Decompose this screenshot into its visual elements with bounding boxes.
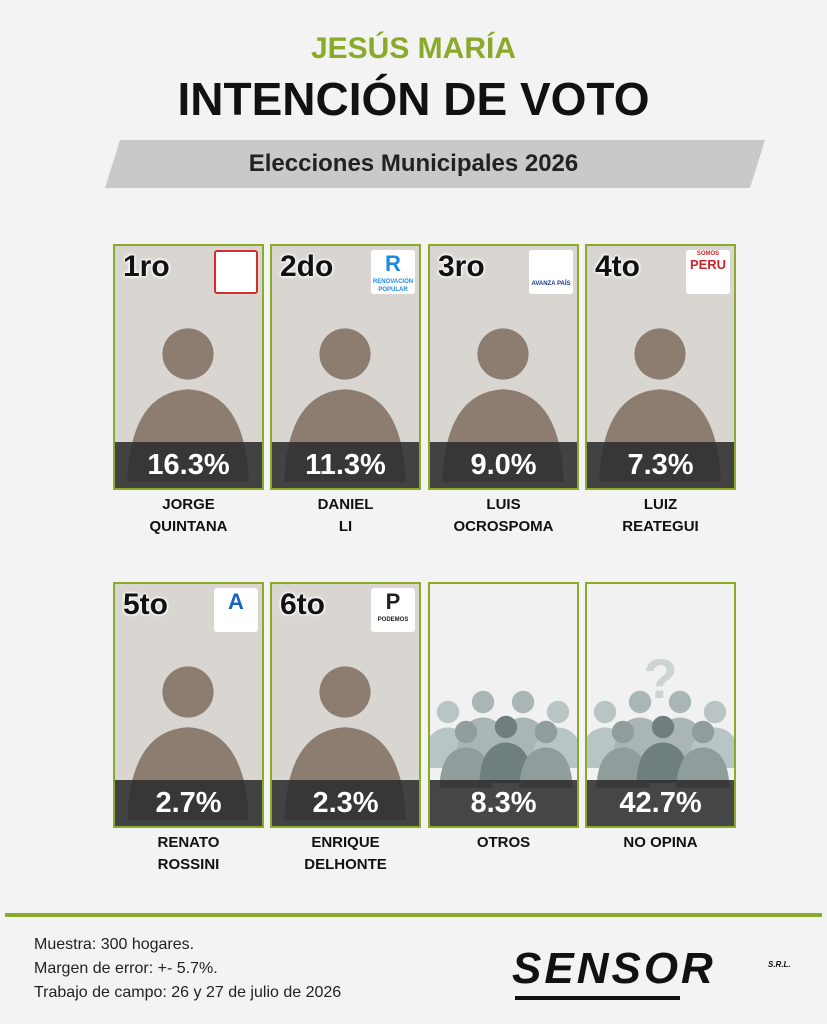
rank: 6to: [280, 588, 325, 621]
question-icon: ?: [643, 647, 678, 710]
logo-text: AVANZA PAÍS: [531, 281, 571, 287]
percent: 2.7%: [115, 780, 262, 826]
candidate-card: ? 42.7%: [585, 582, 736, 828]
banner-shape: [105, 140, 765, 188]
candidate-name: ENRIQUE: [311, 834, 380, 851]
party-logo: [214, 250, 258, 294]
silhouette: [596, 720, 650, 788]
footer-line: Margen de error: +- 5.7%.: [34, 960, 218, 977]
percent: 7.3%: [587, 442, 734, 488]
logo-text: PODEMOS: [377, 617, 409, 623]
silhouette: [439, 720, 493, 788]
percent: 9.0%: [430, 442, 577, 488]
silhouette: [479, 715, 533, 783]
candidate-card: 5to A 2.7%: [113, 582, 264, 828]
candidate-name: RENATO: [157, 834, 220, 851]
rank: 2do: [280, 250, 334, 283]
candidate-card: 3ro AVANZA PAÍS 9.0%: [428, 244, 579, 490]
brand: SENSOR: [512, 944, 716, 993]
candidate-name: NO OPINA: [623, 834, 698, 851]
logo-text: R: [385, 251, 401, 276]
brand-underline: [515, 996, 680, 1000]
candidate-name: DANIEL: [317, 496, 374, 513]
candidate-name: DELHONTE: [304, 856, 387, 873]
percent: 11.3%: [272, 442, 419, 488]
candidate-card: 1ro 16.3%: [113, 244, 264, 490]
logo-text: A: [228, 589, 244, 614]
logo-text: RENOVACIÓN POPULAR: [372, 279, 414, 293]
title: JESÚS MARÍA: [310, 32, 517, 65]
subtitle: INTENCIÓN DE VOTO: [177, 73, 650, 125]
footer-line: Trabajo de campo: 26 y 27 de julio de 20…: [34, 984, 342, 1001]
footer-line: Muestra: 300 hogares.: [34, 936, 195, 953]
silhouette: [636, 715, 690, 783]
candidate-card: 4to SOMOS PERU 7.3%: [585, 244, 736, 490]
candidate-name: LUIS: [486, 496, 521, 513]
candidate-name: ROSSINI: [157, 856, 220, 873]
party-logo: AVANZA PAÍS: [529, 250, 573, 294]
rank: 3ro: [438, 250, 485, 283]
candidate-name: QUINTANA: [149, 518, 228, 535]
logo-text: P: [385, 589, 401, 614]
silhouette: [676, 720, 730, 788]
candidate-name: OCROSPOMA: [453, 518, 554, 535]
party-logo: SOMOS PERU: [686, 250, 730, 294]
rank: 5to: [123, 588, 168, 621]
rank: 1ro: [123, 250, 170, 283]
banner: Elecciones Municipales 2026: [248, 150, 579, 177]
candidate-name: JORGE: [162, 496, 215, 513]
divider: [5, 913, 822, 917]
candidate-name: LUIZ: [643, 496, 678, 513]
logo-text: PERU: [689, 257, 727, 272]
silhouette: [519, 720, 573, 788]
logo-text: SOMOS: [696, 251, 720, 257]
candidate-name: LI: [338, 518, 353, 535]
percent: 16.3%: [115, 442, 262, 488]
percent: 2.3%: [272, 780, 419, 826]
candidate-card: 2do R RENOVACIÓN POPULAR 11.3%: [270, 244, 421, 490]
candidate-name: OTROS: [476, 834, 531, 851]
percent: 8.3%: [430, 780, 577, 826]
candidate-card: 6to P PODEMOS 2.3%: [270, 582, 421, 828]
party-logo: R RENOVACIÓN POPULAR: [371, 250, 415, 294]
candidate-name: REATEGUI: [622, 518, 699, 535]
party-logo: A: [214, 588, 258, 632]
rank: 4to: [595, 250, 640, 283]
brand-suffix: S.R.L.: [768, 960, 791, 969]
party-logo: P PODEMOS: [371, 588, 415, 632]
percent: 42.7%: [587, 780, 734, 826]
candidate-card: 8.3%: [428, 582, 579, 828]
